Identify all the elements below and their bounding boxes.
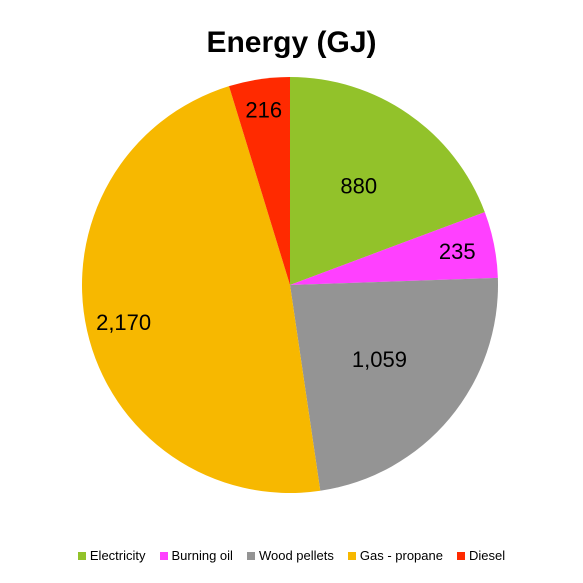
legend-label: Electricity [89, 548, 146, 563]
data-label-diesel: 216 [245, 98, 282, 123]
pie-slice-burning-oil [290, 212, 498, 285]
data-label-gas-propane: 2,170 [96, 310, 151, 335]
legend-swatch [456, 551, 465, 560]
pie-slice-wood-pellets [290, 277, 499, 491]
legend: Electricity Burning oil Wood pellets Gas - … [0, 548, 583, 563]
legend-item-electricity: Electricity [77, 548, 146, 563]
data-label-burning-oil: 235 [439, 239, 476, 264]
pie-slice-diesel [229, 77, 290, 285]
legend-swatch [159, 551, 168, 560]
legend-label: Burning oil [171, 548, 233, 563]
legend-item-wood-pellets: Wood pellets [246, 548, 334, 563]
legend-item-gas-propane: Gas - propane [347, 548, 443, 563]
pie-slice-electricity [290, 77, 485, 285]
legend-label: Gas - propane [359, 548, 443, 563]
legend-label: Wood pellets [258, 548, 334, 563]
data-label-wood-pellets: 1,059 [352, 347, 407, 372]
pie-data-labels: 880 235 1,059 2,170 216 [96, 98, 476, 372]
legend-swatch [77, 551, 86, 560]
pie-slices [81, 77, 499, 494]
legend-item-diesel: Diesel [456, 548, 506, 563]
pie-slice-gas-propane [81, 86, 321, 494]
data-label-electricity: 880 [340, 173, 377, 198]
legend-label: Diesel [468, 548, 506, 563]
legend-swatch [347, 551, 356, 560]
legend-swatch [246, 551, 255, 560]
legend-item-burning-oil: Burning oil [159, 548, 233, 563]
chart-title: Energy (GJ) [206, 26, 377, 59]
